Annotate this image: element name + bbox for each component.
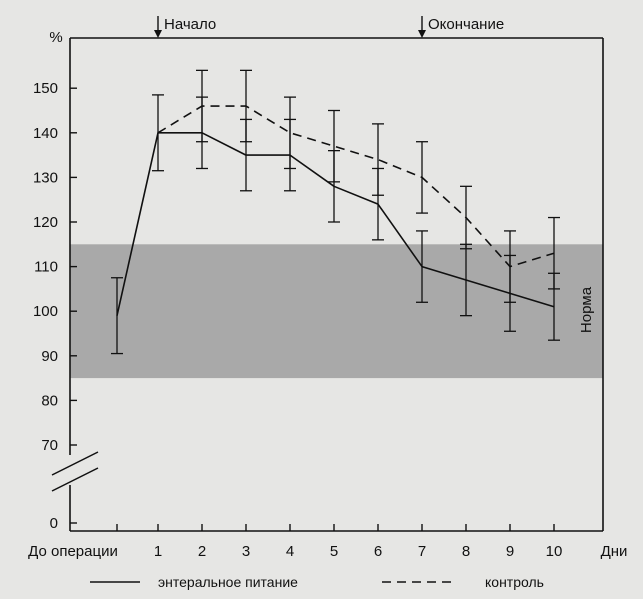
y-axis-ticks: 0 70 80 90 100 110 120 130 140 150: [33, 80, 77, 532]
y-tick-label: 140: [33, 125, 58, 142]
markers: Начало Окончание: [154, 16, 504, 38]
legend: энтеральное питание контроль: [90, 574, 544, 590]
x-tick-label: До операции: [28, 543, 118, 560]
error-bar: [416, 141, 428, 214]
x-tick-label: 8: [462, 543, 470, 560]
y-tick-label: 110: [34, 259, 58, 276]
norm-band-label: Норма: [578, 286, 595, 333]
marker-label: Окончание: [428, 16, 504, 33]
y-tick-label: 150: [33, 80, 58, 97]
event-marker: Начало: [154, 16, 216, 38]
series-line-2: [157, 105, 555, 268]
norm-band: [70, 244, 603, 379]
y-tick-label: 0: [50, 515, 58, 532]
error-bar: [328, 109, 340, 183]
y-tick-label: 70: [41, 437, 58, 454]
x-tick-label: 6: [374, 543, 382, 560]
error-bar: [372, 123, 384, 196]
error-bar: [284, 96, 296, 170]
x-tick-label: 3: [242, 543, 250, 560]
marker-arrow-head: [154, 30, 162, 38]
marker-label: Начало: [164, 16, 216, 33]
y-tick-label: 120: [33, 214, 58, 231]
legend-solid-label: энтеральное питание: [158, 574, 298, 590]
error-bar: [196, 69, 208, 143]
error-bar: [460, 185, 472, 250]
x-tick-label: 1: [154, 543, 162, 560]
error-bar: [548, 216, 560, 290]
y-unit-label: %: [49, 29, 62, 46]
error-bar: [111, 277, 123, 355]
x-tick-label: 2: [198, 543, 206, 560]
x-axis-ticks: До операции 1 2 3 4 5 6 7 8 9 10: [28, 524, 562, 560]
x-tick-label: 5: [330, 543, 338, 560]
y-tick-label: 80: [41, 392, 58, 409]
series-layer: [111, 69, 560, 355]
y-tick-label: 90: [41, 348, 58, 365]
legend-dashed-label: контроль: [485, 574, 544, 590]
x-tick-label: 4: [286, 543, 294, 560]
x-tick-label: 10: [546, 543, 563, 560]
x-tick-label: 9: [506, 543, 514, 560]
x-unit-label: Дни: [601, 543, 628, 560]
y-tick-label: 100: [33, 303, 58, 320]
axis-break-mark-lower: [51, 467, 99, 492]
error-bar: [504, 230, 516, 303]
event-marker: Окончание: [418, 16, 504, 38]
error-bar: [416, 230, 428, 303]
y-tick-label: 130: [33, 169, 58, 186]
axis-break-mark-upper: [51, 451, 99, 476]
marker-arrow-head: [418, 30, 426, 38]
x-tick-label: 7: [418, 543, 426, 560]
error-bar: [240, 69, 252, 143]
